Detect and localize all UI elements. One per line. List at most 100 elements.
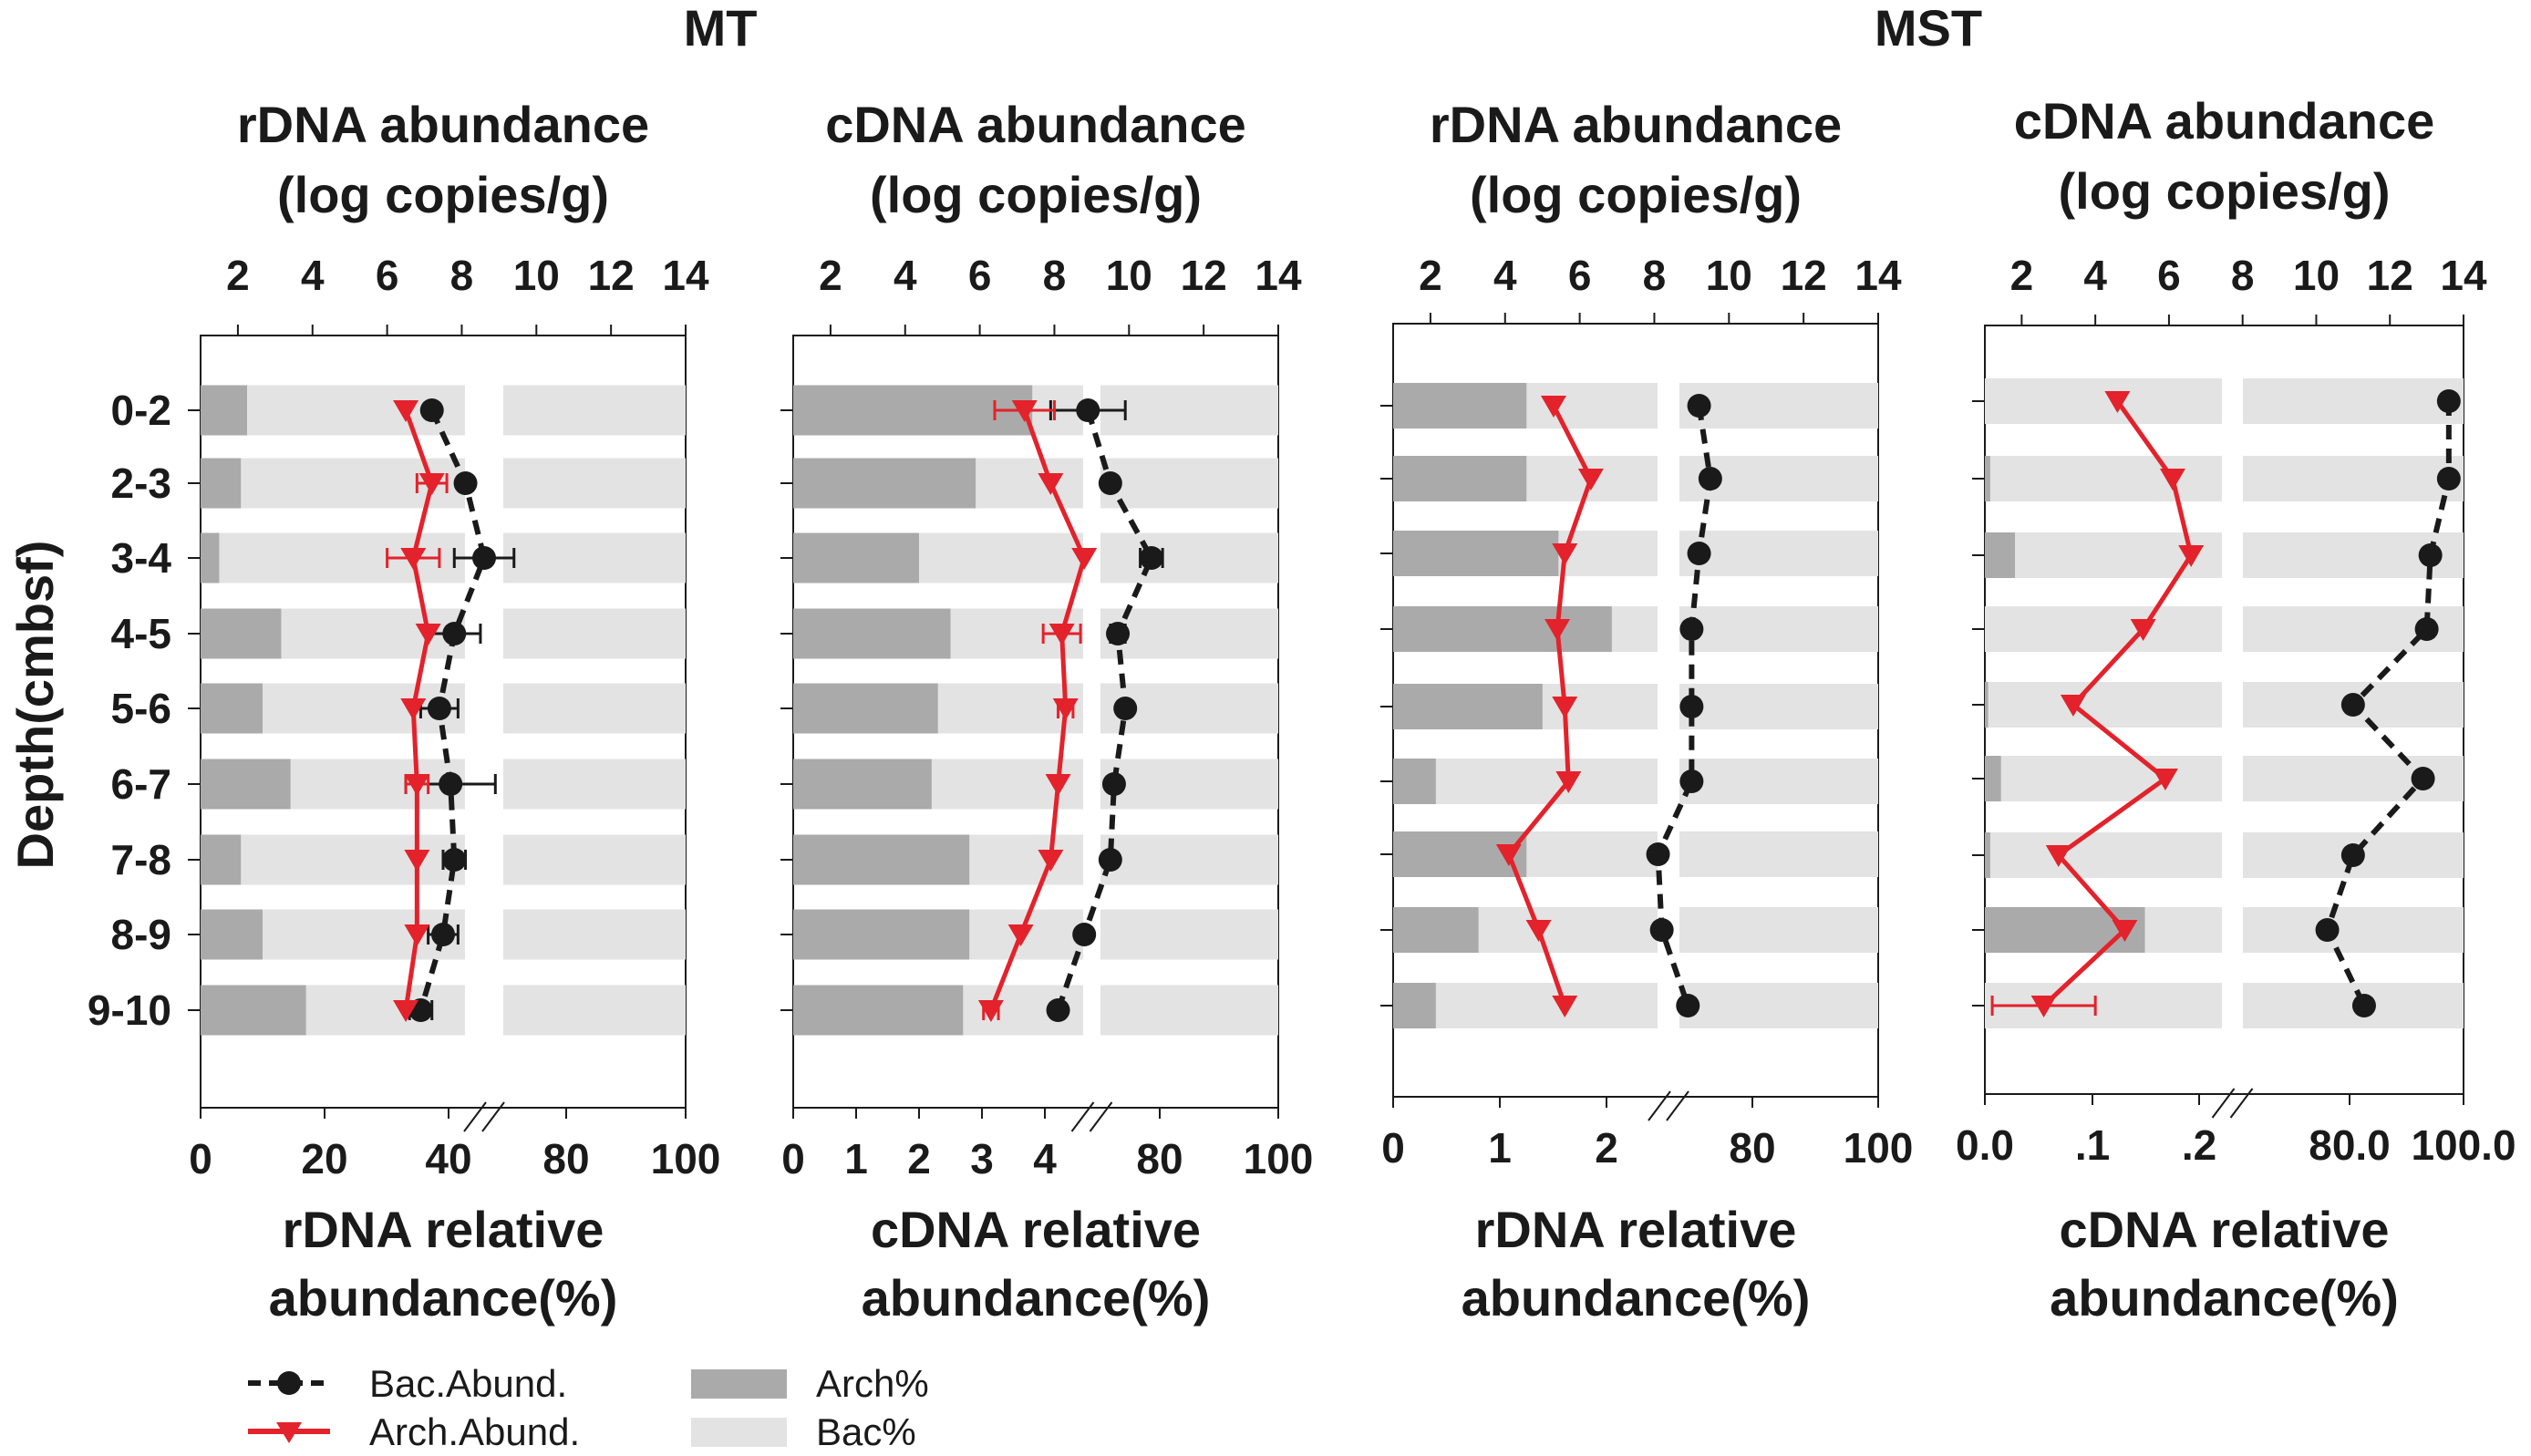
axis-break-mark <box>1666 1090 1689 1121</box>
axis-break-mark <box>463 1101 487 1132</box>
arch-abund-point <box>1577 469 1604 490</box>
arch-abund-point <box>2130 619 2156 641</box>
arch-pct-bar <box>1393 759 1436 804</box>
arch-abund-point <box>1049 624 1075 645</box>
arch-pct-bar <box>201 985 306 1036</box>
axis-break-mark <box>1089 1101 1113 1132</box>
depth-label: 3-4 <box>111 534 172 582</box>
bac-abund-point <box>453 471 478 495</box>
arch-abund-point <box>1052 698 1079 720</box>
arch-abund-point <box>2178 545 2205 567</box>
bac-abund-point <box>1679 695 1704 718</box>
bac-abund-point <box>2436 389 2461 413</box>
arch-abund-point <box>1495 844 1522 866</box>
bac-pct-bar <box>1985 756 2222 801</box>
arch-abund-point <box>1045 774 1071 796</box>
panel-top-title: (log copies/g) <box>277 166 609 223</box>
bottom-tick-label: 100 <box>651 1135 721 1182</box>
arch-pct-bar <box>201 759 291 810</box>
top-tick-label: 14 <box>1255 252 1302 299</box>
arch-abund-point <box>404 924 430 946</box>
depth-label: 8-9 <box>111 911 171 958</box>
bac-abund-line <box>1655 405 1713 1007</box>
arch-abund-point <box>1007 924 1034 946</box>
bac-abund-point <box>439 772 463 796</box>
bac-abund-point <box>1076 398 1100 422</box>
top-tick-label: 8 <box>1043 252 1067 299</box>
arch-pct-bar <box>793 985 964 1036</box>
bac-pct-bar <box>1100 834 1278 885</box>
arch-abund-point <box>1555 771 1582 793</box>
bac-abund-point <box>1679 769 1704 793</box>
top-tick-label: 2 <box>2010 252 2034 299</box>
panel-bottom-title: abundance(%) <box>269 1269 618 1327</box>
arch-abund-point <box>977 1000 1004 1022</box>
arch-abund-point <box>2060 695 2086 717</box>
top-tick-label: 2 <box>1419 252 1442 299</box>
arch-abund-point <box>400 548 427 570</box>
arch-abund-point <box>2112 920 2138 942</box>
top-tick-label: 4 <box>894 252 917 299</box>
bac-abund-point <box>2340 693 2365 717</box>
group-title-mt: MT <box>684 0 758 57</box>
arch-abund-point <box>1552 697 1578 718</box>
legend-arch-marker <box>276 1422 302 1443</box>
arch-abund-point <box>415 624 441 645</box>
arch-abund-point <box>1552 996 1578 1017</box>
bac-pct-bar <box>1100 385 1278 436</box>
bac-abund-point <box>2411 767 2435 790</box>
arch-abund-point <box>393 400 419 422</box>
arch-pct-bar <box>1393 606 1612 652</box>
bac-pct-bar <box>503 834 686 885</box>
arch-pct-bar <box>201 532 220 583</box>
top-tick-label: 6 <box>1568 252 1592 299</box>
bac-pct-bar <box>1679 983 1878 1028</box>
arch-abund-point <box>404 774 430 796</box>
arch-abund-point <box>400 698 427 720</box>
axis-break-mark <box>2229 1088 2254 1119</box>
arch-pct-bar <box>793 385 1033 436</box>
arch-pct-bar <box>201 683 263 734</box>
top-tick-label: 10 <box>1706 252 1752 299</box>
top-tick-label: 6 <box>2157 252 2181 299</box>
depth-label: 2-3 <box>111 460 171 507</box>
panel-4: 2 4 6 8 10 12 14 0.0 .1 .2 80.0 100.0 cDNA abundance… <box>1956 92 2516 1327</box>
bottom-tick-label: 100.0 <box>2411 1121 2516 1169</box>
bac-pct-bar <box>1679 759 1878 804</box>
bac-abund-point <box>1679 617 1704 641</box>
depth-label: 7-8 <box>111 836 171 883</box>
arch-pct-bar <box>201 608 282 659</box>
bac-abund-point <box>2315 918 2340 942</box>
bac-pct-bar <box>1393 759 1658 804</box>
bac-pct-bar <box>503 608 686 659</box>
panel-top-title: (log copies/g) <box>1470 166 1802 223</box>
depth-label: 9-10 <box>88 986 171 1034</box>
bac-pct-bar <box>1100 909 1278 960</box>
arch-pct-bar <box>1393 531 1559 576</box>
arch-abund-point <box>2159 469 2185 490</box>
arch-abund-point <box>1544 619 1571 641</box>
arch-abund-point <box>2104 391 2131 413</box>
bottom-tick-label: 0 <box>781 1135 805 1182</box>
bac-abund-point <box>419 398 444 422</box>
legend: Bac.Abund. Arch.Abund. Arch% Bac% <box>248 1362 929 1453</box>
top-tick-label: 14 <box>2440 252 2487 299</box>
top-tick-label: 4 <box>1493 252 1517 299</box>
bottom-tick-label: .1 <box>2075 1121 2110 1169</box>
bac-pct-bar <box>1679 383 1878 429</box>
y-axis-label: Depth(cmbsf) <box>6 541 64 870</box>
bac-pct-bar <box>503 385 686 436</box>
panel-bottom-title: rDNA relative <box>283 1201 604 1258</box>
bac-abund-point <box>472 546 497 570</box>
bottom-tick-label: 80 <box>1136 1135 1183 1182</box>
bac-abund-point <box>1649 918 1674 942</box>
arch-pct-bar <box>1393 907 1479 953</box>
bac-abund-point <box>442 622 467 645</box>
bac-pct-bar <box>1679 531 1878 576</box>
bottom-tick-label: 1 <box>1488 1124 1512 1172</box>
axis-break-mark <box>1648 1090 1671 1121</box>
depth-label: 4-5 <box>111 610 171 657</box>
legend-bac-pct-label: Bac% <box>816 1410 916 1453</box>
legend-arch-pct-label: Arch% <box>816 1362 929 1405</box>
depth-label: 5-6 <box>111 685 171 732</box>
